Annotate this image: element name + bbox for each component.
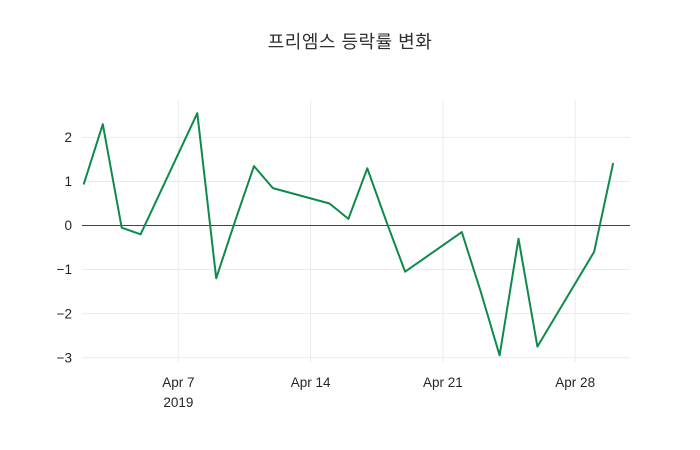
x-tick-label: Apr 7: [162, 375, 194, 390]
x-tick-label: Apr 28: [555, 375, 595, 390]
y-tick-label: −2: [57, 306, 72, 321]
y-tick-labels: 2 1 0 −1 −2 −3: [57, 130, 72, 365]
x-tick-sublabel: 2019: [163, 395, 193, 410]
gridlines: [82, 100, 630, 362]
y-tick-label: 0: [64, 218, 72, 233]
y-tick-label: 1: [64, 174, 72, 189]
y-tick-label: 2: [64, 130, 72, 145]
chart-title: 프리엠스 등락률 변화: [267, 32, 433, 52]
x-tick-labels: Apr 7 2019 Apr 14 Apr 21 Apr 28: [162, 375, 595, 410]
y-tick-label: −1: [57, 262, 72, 277]
x-tick-label: Apr 14: [291, 375, 331, 390]
series-line: [82, 112, 614, 357]
y-tick-label: −3: [57, 350, 72, 365]
x-tick-label: Apr 21: [423, 375, 463, 390]
